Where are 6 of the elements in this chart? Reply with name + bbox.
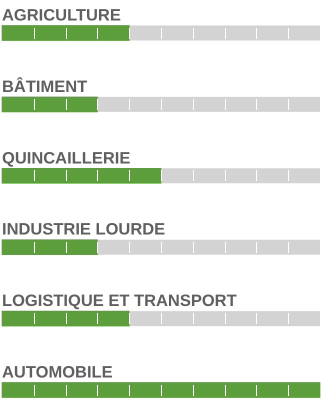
y-tick-label: LOGISTIQUE ET TRANSPORT — [2, 292, 237, 310]
y-tick-label: INDUSTRIE LOURDE — [2, 220, 166, 239]
y-tick-label: BÂTIMENT — [2, 76, 88, 96]
y-tick-label: AGRICULTURE — [2, 6, 121, 24]
y-tick-label: AUTOMOBILE — [2, 364, 113, 382]
y-tick-label: QUINCAILLERIE — [2, 149, 130, 168]
